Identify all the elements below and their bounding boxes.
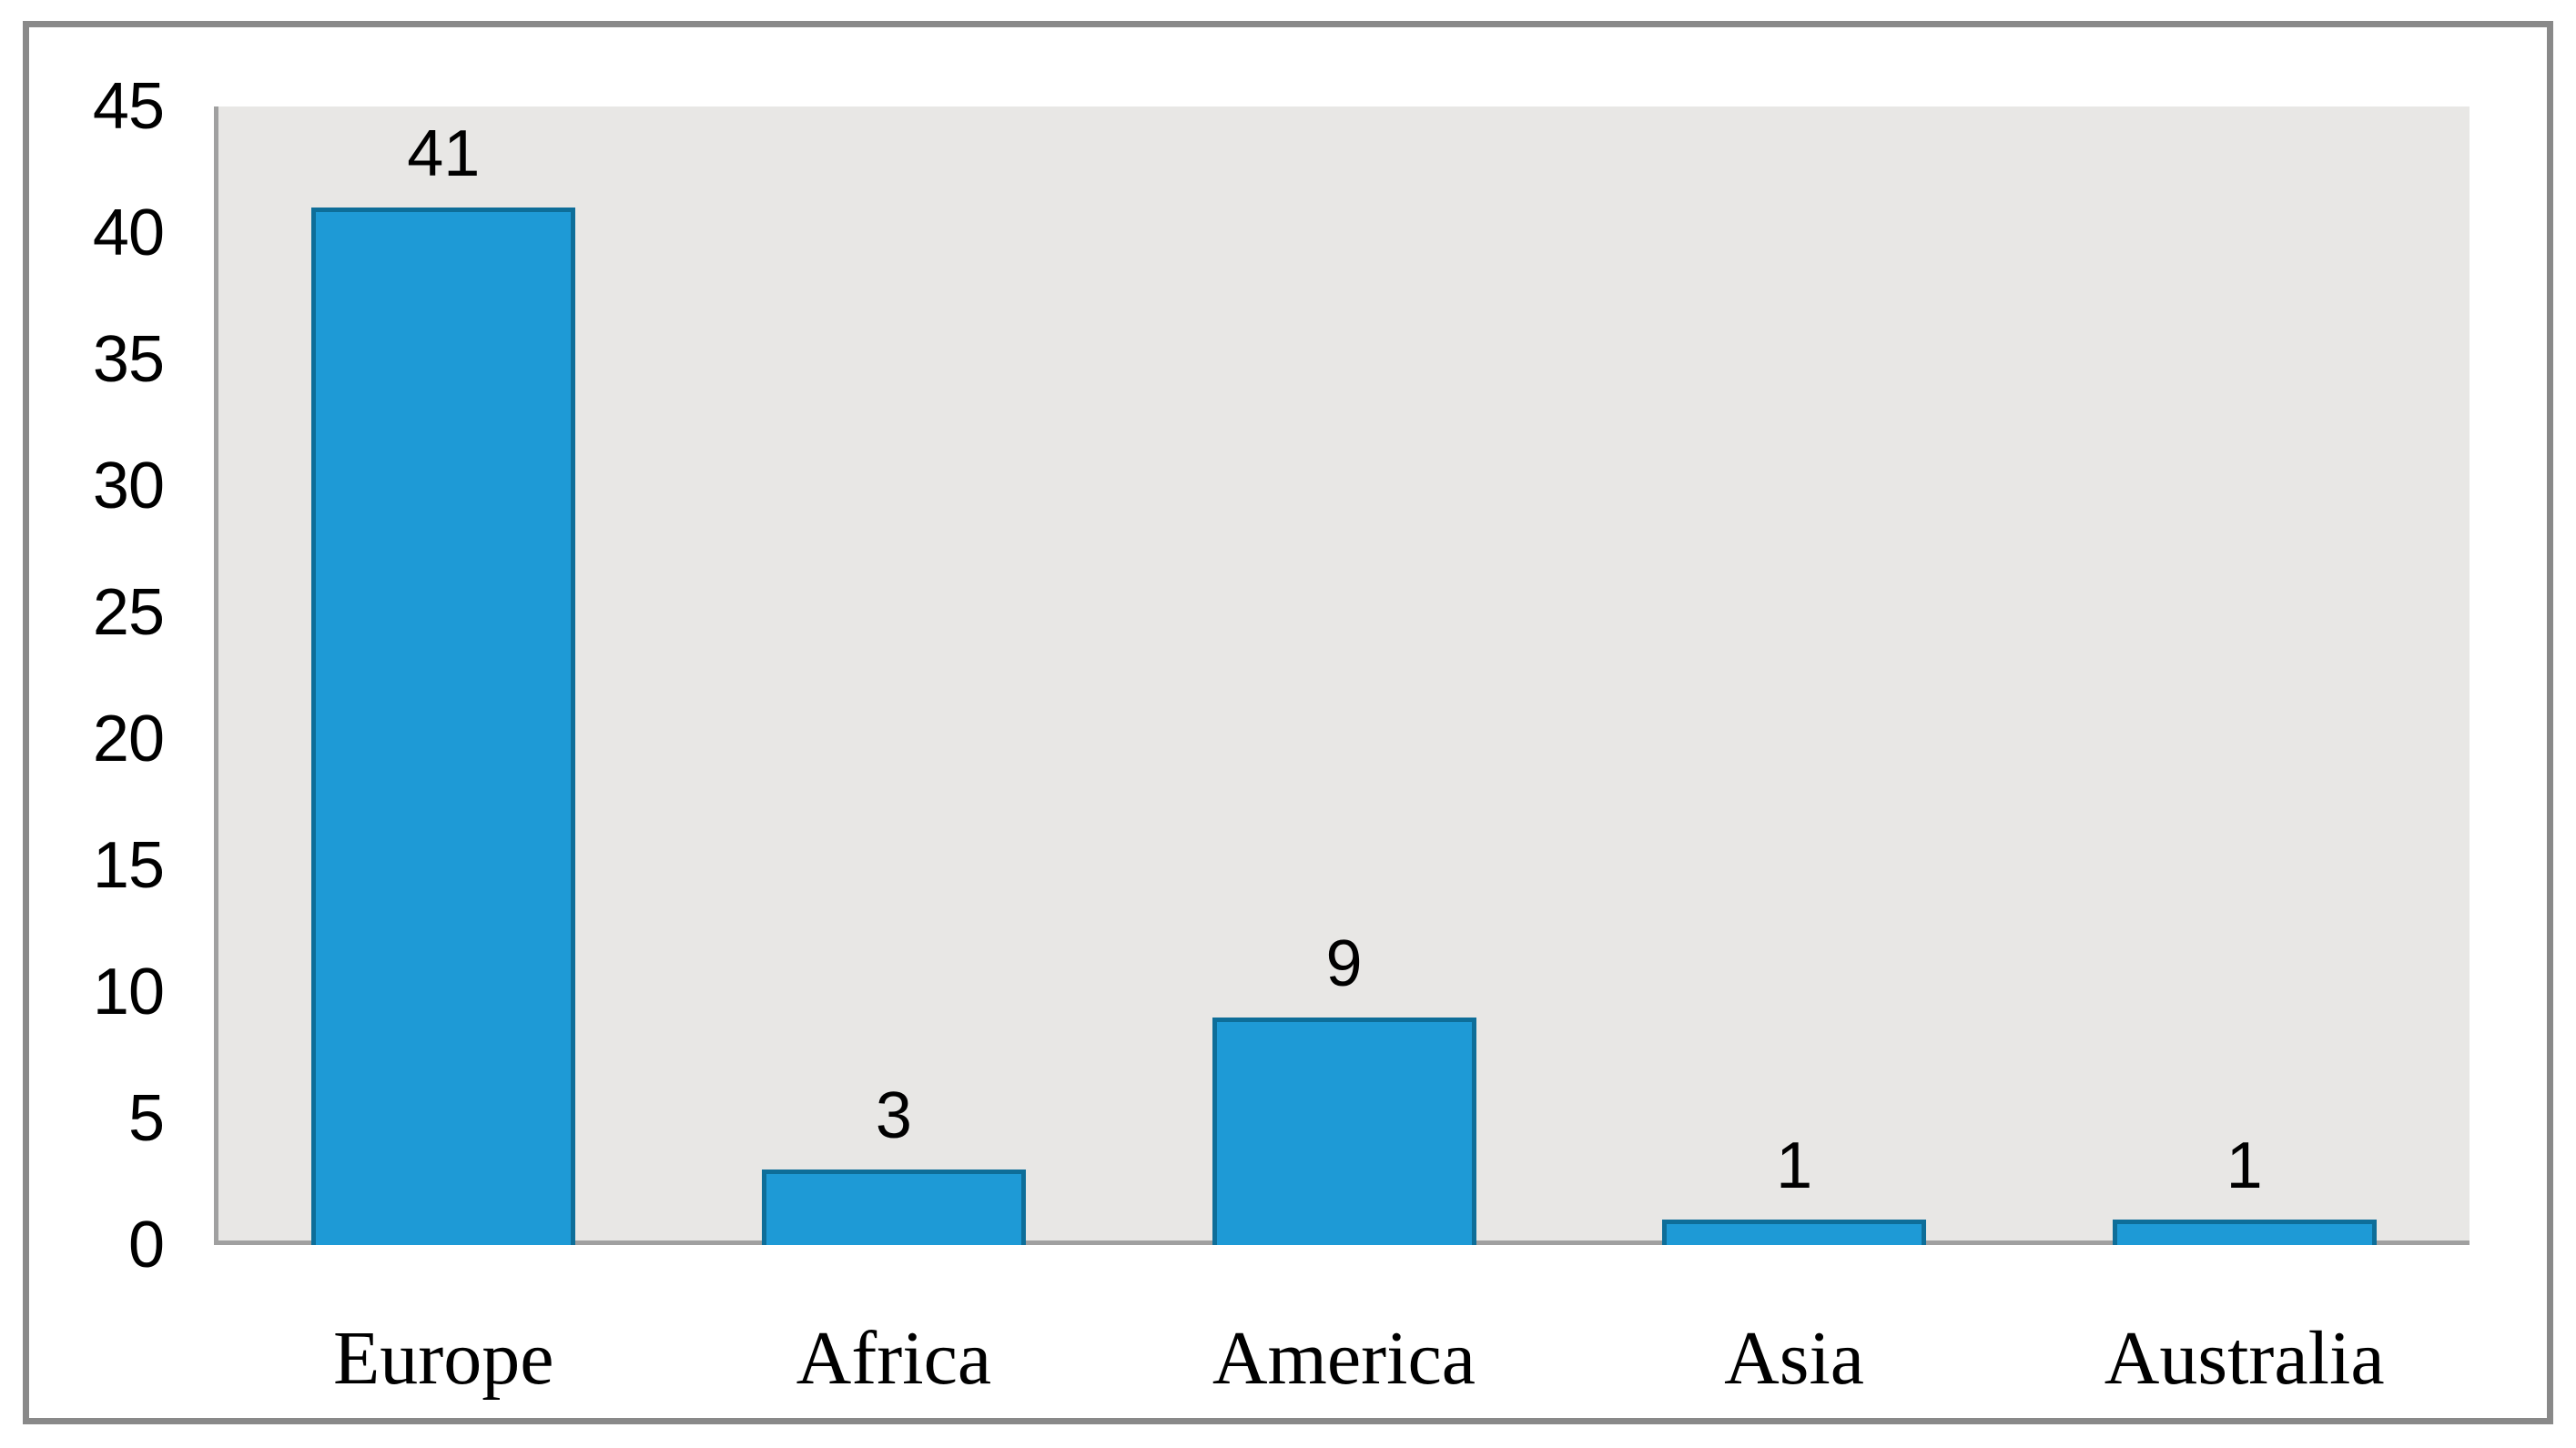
data-label-europe: 41 bbox=[407, 117, 481, 191]
data-label-australia: 1 bbox=[2226, 1129, 2263, 1203]
y-tick-label: 30 bbox=[92, 450, 165, 522]
y-tick-label: 45 bbox=[92, 70, 165, 143]
y-tick-label: 10 bbox=[92, 956, 165, 1028]
data-label-america: 9 bbox=[1325, 927, 1363, 1000]
y-tick-label: 15 bbox=[92, 829, 165, 902]
bar-africa bbox=[761, 1169, 1026, 1245]
x-category-label-asia: Asia bbox=[1724, 1316, 1865, 1401]
y-tick-label: 20 bbox=[92, 703, 165, 775]
x-category-label-america: America bbox=[1212, 1316, 1476, 1401]
data-label-africa: 3 bbox=[875, 1078, 912, 1152]
data-label-asia: 1 bbox=[1776, 1129, 1813, 1203]
bar-europe bbox=[311, 208, 576, 1245]
y-tick-label: 5 bbox=[127, 1082, 165, 1155]
bar-america bbox=[1212, 1017, 1476, 1245]
x-category-label-europe: Europe bbox=[333, 1316, 554, 1401]
y-tick-label: 35 bbox=[92, 323, 165, 396]
y-tick-label: 40 bbox=[92, 197, 165, 269]
bar-asia bbox=[1662, 1220, 1927, 1245]
y-tick-label: 25 bbox=[92, 576, 165, 649]
x-category-label-australia: Australia bbox=[2104, 1316, 2385, 1401]
y-tick-label: 0 bbox=[127, 1209, 165, 1281]
x-category-label-africa: Africa bbox=[796, 1316, 992, 1401]
bar-australia bbox=[2112, 1220, 2377, 1245]
